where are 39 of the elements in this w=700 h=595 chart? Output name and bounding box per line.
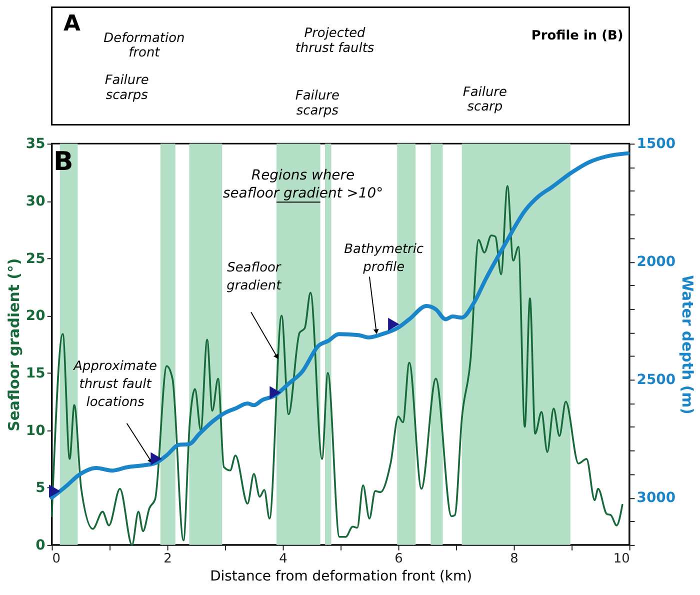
y2-tick-label: 1500 <box>636 136 676 152</box>
y-tick-label: 5 <box>36 480 46 496</box>
text: Profile in (B) <box>531 28 624 44</box>
line-series <box>50 185 624 546</box>
y-tick-label: 30 <box>26 193 46 210</box>
text: A <box>64 12 81 37</box>
text: Failure scarps <box>295 88 340 118</box>
y2-tick-label: 3000 <box>636 490 676 506</box>
x-axis-title: Distance from deformation front (km) <box>210 568 472 584</box>
text: Bathymetric profile <box>344 242 424 276</box>
x-tick-label: 2 <box>164 551 172 566</box>
x-tick-label: 8 <box>510 551 518 566</box>
y2-tick-label: 2500 <box>636 372 676 388</box>
text: Failure scarp <box>462 84 507 115</box>
y2-axis-title: Water depth (m) <box>678 275 697 415</box>
x-tick-label: 4 <box>279 551 288 566</box>
annotation: B <box>53 146 74 177</box>
y-tick-label: 35 <box>26 136 46 152</box>
line-series <box>50 151 630 500</box>
x-tick-label: 6 <box>394 551 403 566</box>
point <box>49 484 60 498</box>
x-tick-label: 10 <box>613 551 630 566</box>
text: Approximate thrust fault locations <box>72 359 158 410</box>
point <box>388 318 400 331</box>
y-axis-title: Seafloor gradient (°) <box>4 258 23 432</box>
point <box>150 452 162 466</box>
text: Projected thrust faults <box>295 26 374 56</box>
y-tick-label: 15 <box>26 365 46 382</box>
y2-tick-label: 2000 <box>636 254 676 270</box>
y-tick-label: 0 <box>36 537 46 554</box>
text: Deformation front <box>104 30 185 61</box>
text: Failure scarps <box>104 73 149 103</box>
series-label: Seafloor gradient <box>226 260 282 294</box>
annotation: Regions where seafloor gradient >10° <box>222 168 384 202</box>
y-tick-label: 25 <box>26 250 46 267</box>
point <box>270 386 281 400</box>
y-tick-label: 20 <box>26 308 46 324</box>
x-tick-label: 0 <box>52 551 61 566</box>
y-tick-label: 10 <box>26 422 46 439</box>
